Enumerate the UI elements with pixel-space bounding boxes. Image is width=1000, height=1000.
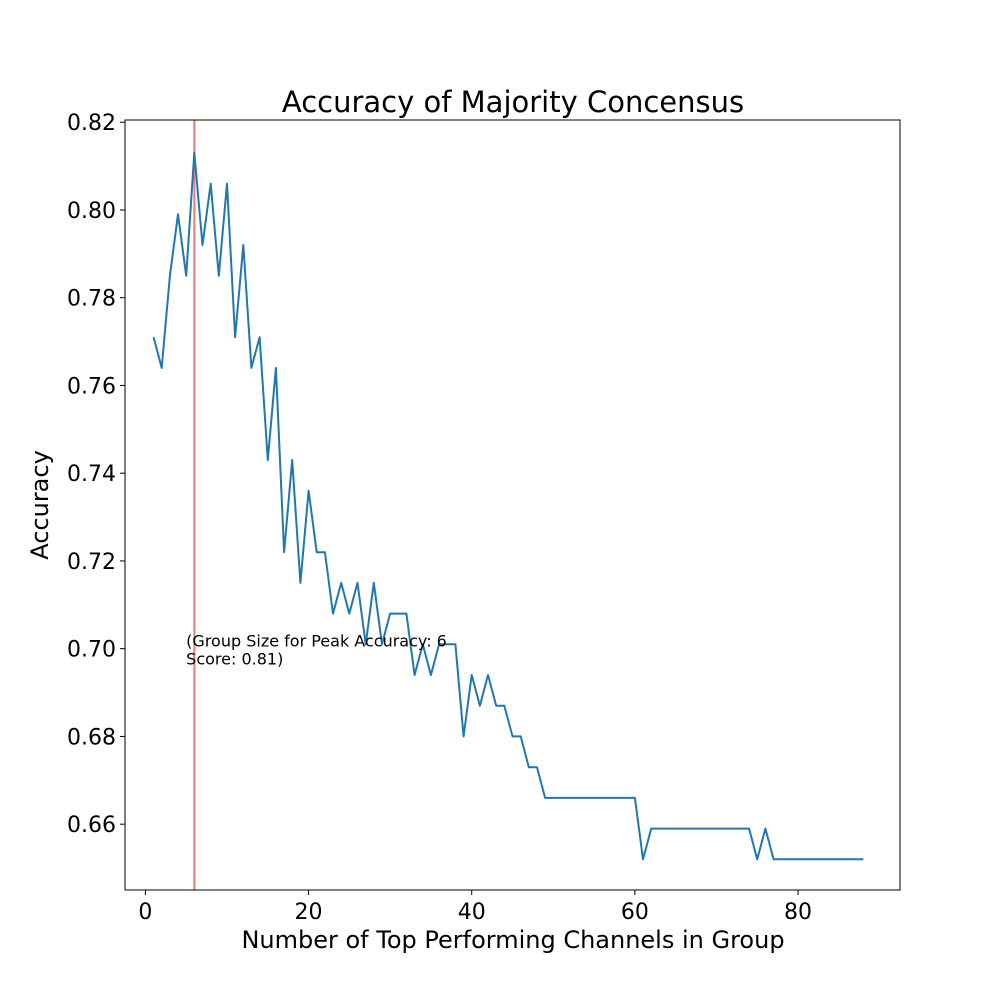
plot-area bbox=[125, 120, 900, 890]
y-tick-label: 0.70 bbox=[67, 638, 116, 663]
y-tick-label: 0.66 bbox=[67, 813, 116, 838]
y-axis: 0.66 0.68 0.70 0.72 0.74 0.76 0.78 0.80 0.82 bbox=[67, 111, 125, 838]
y-tick-label: 0.72 bbox=[67, 550, 116, 575]
axes-border bbox=[124, 119, 901, 891]
axes-background bbox=[125, 120, 900, 890]
peak-annotation-line1: (Group Size for Peak Accuracy: 6 bbox=[186, 631, 447, 650]
y-tick-label: 0.76 bbox=[67, 374, 116, 399]
y-tick-label: 0.74 bbox=[67, 462, 116, 487]
x-tick-label: 40 bbox=[458, 900, 486, 925]
y-axis-label: Accuracy bbox=[26, 450, 54, 560]
x-tick-label: 20 bbox=[295, 900, 323, 925]
peak-annotation-line2: Score: 0.81) bbox=[186, 649, 283, 668]
annotation-layer: (Group Size for Peak Accuracy: 6 Score: … bbox=[186, 631, 452, 668]
x-tick-label: 0 bbox=[138, 900, 152, 925]
x-tick-label: 60 bbox=[621, 900, 649, 925]
series-layer bbox=[152, 151, 864, 861]
x-axis-label: Number of Top Performing Channels in Gro… bbox=[241, 926, 784, 954]
chart-title: Accuracy of Majority Concensus bbox=[282, 85, 744, 119]
x-tick-label: 80 bbox=[784, 900, 812, 925]
y-tick-label: 0.68 bbox=[67, 725, 116, 750]
y-tick-label: 0.82 bbox=[67, 111, 116, 136]
x-axis: 0 20 40 60 80 bbox=[138, 890, 812, 925]
series-line-0 bbox=[152, 151, 864, 861]
peak-annotation: (Group Size for Peak Accuracy: 6 Score: … bbox=[186, 631, 452, 668]
y-tick-label: 0.80 bbox=[67, 199, 116, 224]
y-tick-label: 0.78 bbox=[67, 287, 116, 312]
